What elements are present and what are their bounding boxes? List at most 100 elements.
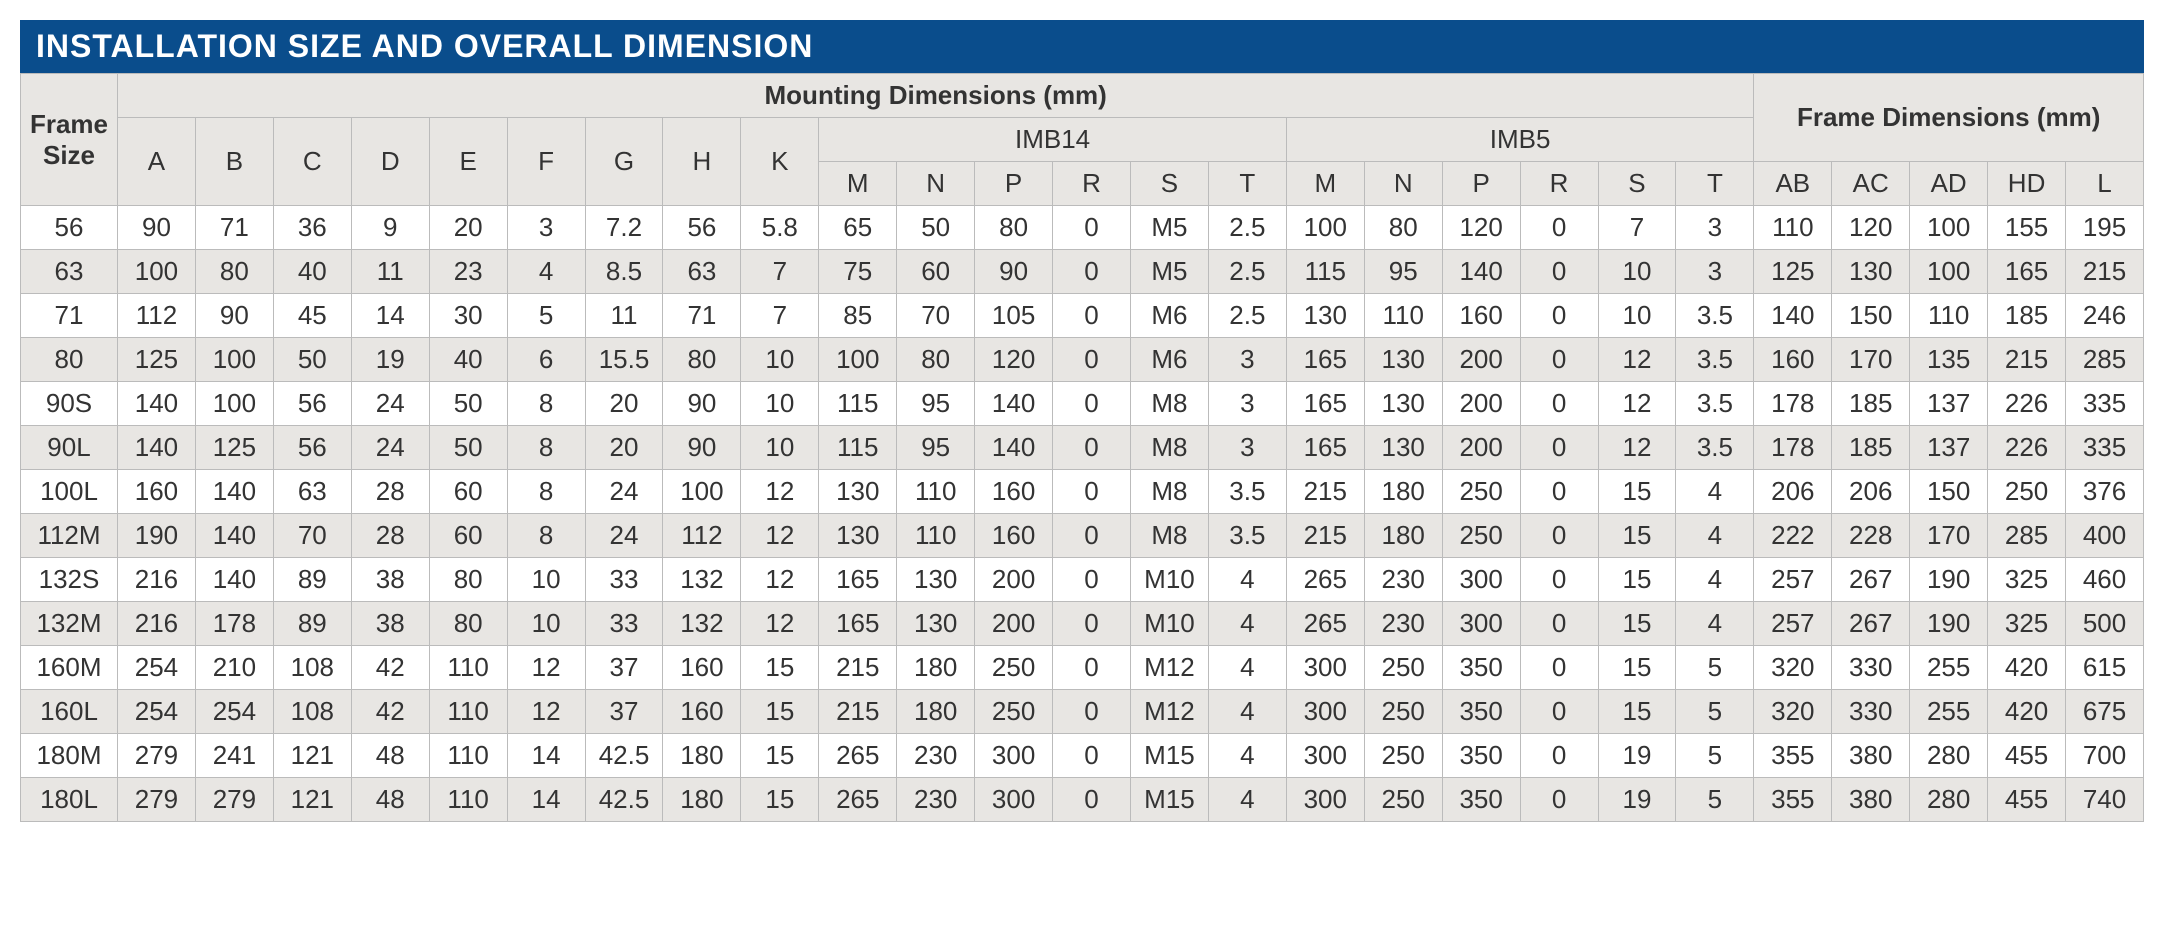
cell-value: M6 [1130,294,1208,338]
cell-value: 80 [429,602,507,646]
cell-value: 12 [741,470,819,514]
cell-value: 7.2 [585,206,663,250]
cell-value: 0 [1053,250,1131,294]
cell-value: 50 [897,206,975,250]
cell-value: 38 [351,602,429,646]
cell-value: M8 [1130,382,1208,426]
cell-value: 0 [1053,294,1131,338]
cell-value: 95 [1364,250,1442,294]
cell-value: 4 [1208,646,1286,690]
cell-value: 226 [1988,426,2066,470]
cell-value: 180 [663,734,741,778]
cell-value: 15 [741,778,819,822]
header-col-E: E [429,118,507,206]
header-col-S2: S [1598,162,1676,206]
cell-value: 50 [429,382,507,426]
cell-value: 7 [1598,206,1676,250]
cell-value: 335 [2066,382,2144,426]
cell-value: 350 [1442,646,1520,690]
cell-value: 20 [585,382,663,426]
cell-value: 10 [741,338,819,382]
cell-value: 165 [819,558,897,602]
cell-value: 100 [663,470,741,514]
header-col-AD: AD [1910,162,1988,206]
header-col-N2: N [1364,162,1442,206]
cell-value: 380 [1832,778,1910,822]
cell-value: 105 [975,294,1053,338]
cell-value: 7 [741,250,819,294]
cell-frame-size: 90S [21,382,118,426]
cell-value: 14 [507,778,585,822]
cell-value: 9 [351,206,429,250]
cell-value: 420 [1988,690,2066,734]
cell-value: 15 [1598,602,1676,646]
cell-value: 130 [819,514,897,558]
cell-value: 24 [351,426,429,470]
cell-value: 60 [429,514,507,558]
cell-value: 3 [1208,338,1286,382]
header-col-M1: M [819,162,897,206]
cell-value: 267 [1832,558,1910,602]
cell-value: 350 [1442,734,1520,778]
cell-value: 110 [429,690,507,734]
cell-value: M12 [1130,646,1208,690]
cell-value: 120 [975,338,1053,382]
cell-value: 376 [2066,470,2144,514]
cell-value: 89 [273,558,351,602]
cell-value: 0 [1053,558,1131,602]
cell-value: 42.5 [585,778,663,822]
cell-value: 5 [1676,778,1754,822]
cell-value: 255 [1910,646,1988,690]
cell-value: 190 [1910,602,1988,646]
cell-value: 0 [1520,426,1598,470]
cell-value: 36 [273,206,351,250]
cell-value: 130 [897,558,975,602]
header-col-M2: M [1286,162,1364,206]
dimension-table: Frame Size Mounting Dimensions (mm) Fram… [20,73,2144,822]
cell-value: 5.8 [741,206,819,250]
cell-value: 500 [2066,602,2144,646]
cell-value: 455 [1988,734,2066,778]
cell-value: 280 [1910,734,1988,778]
cell-value: 155 [1988,206,2066,250]
cell-value: 10 [1598,294,1676,338]
cell-value: 350 [1442,690,1520,734]
cell-value: 165 [1286,426,1364,470]
cell-value: 70 [897,294,975,338]
cell-value: 42 [351,690,429,734]
cell-value: 60 [897,250,975,294]
cell-value: 14 [351,294,429,338]
cell-value: 250 [975,690,1053,734]
cell-value: 279 [118,778,196,822]
cell-value: M10 [1130,602,1208,646]
cell-value: 100 [118,250,196,294]
cell-value: 3 [1676,250,1754,294]
cell-value: 80 [975,206,1053,250]
cell-value: 222 [1754,514,1832,558]
cell-value: 279 [195,778,273,822]
cell-value: 300 [1286,646,1364,690]
table-row: 112M190140702860824112121301101600M83.52… [21,514,2144,558]
cell-value: 265 [1286,558,1364,602]
cell-value: 355 [1754,734,1832,778]
cell-value: 95 [897,426,975,470]
cell-frame-size: 90L [21,426,118,470]
cell-value: 320 [1754,690,1832,734]
cell-value: 200 [975,558,1053,602]
cell-value: 250 [975,646,1053,690]
cell-value: 250 [1442,514,1520,558]
table-row: 100L160140632860824100121301101600M83.52… [21,470,2144,514]
table-row: 180M279241121481101442.5180152652303000M… [21,734,2144,778]
cell-value: 33 [585,558,663,602]
cell-value: 160 [663,646,741,690]
cell-value: 160 [1442,294,1520,338]
cell-value: 15 [741,690,819,734]
cell-value: 33 [585,602,663,646]
cell-value: 65 [819,206,897,250]
cell-value: 200 [1442,338,1520,382]
cell-value: 12 [1598,382,1676,426]
cell-value: 100 [819,338,897,382]
cell-value: 0 [1053,470,1131,514]
cell-value: 3.5 [1208,514,1286,558]
cell-value: 330 [1832,690,1910,734]
